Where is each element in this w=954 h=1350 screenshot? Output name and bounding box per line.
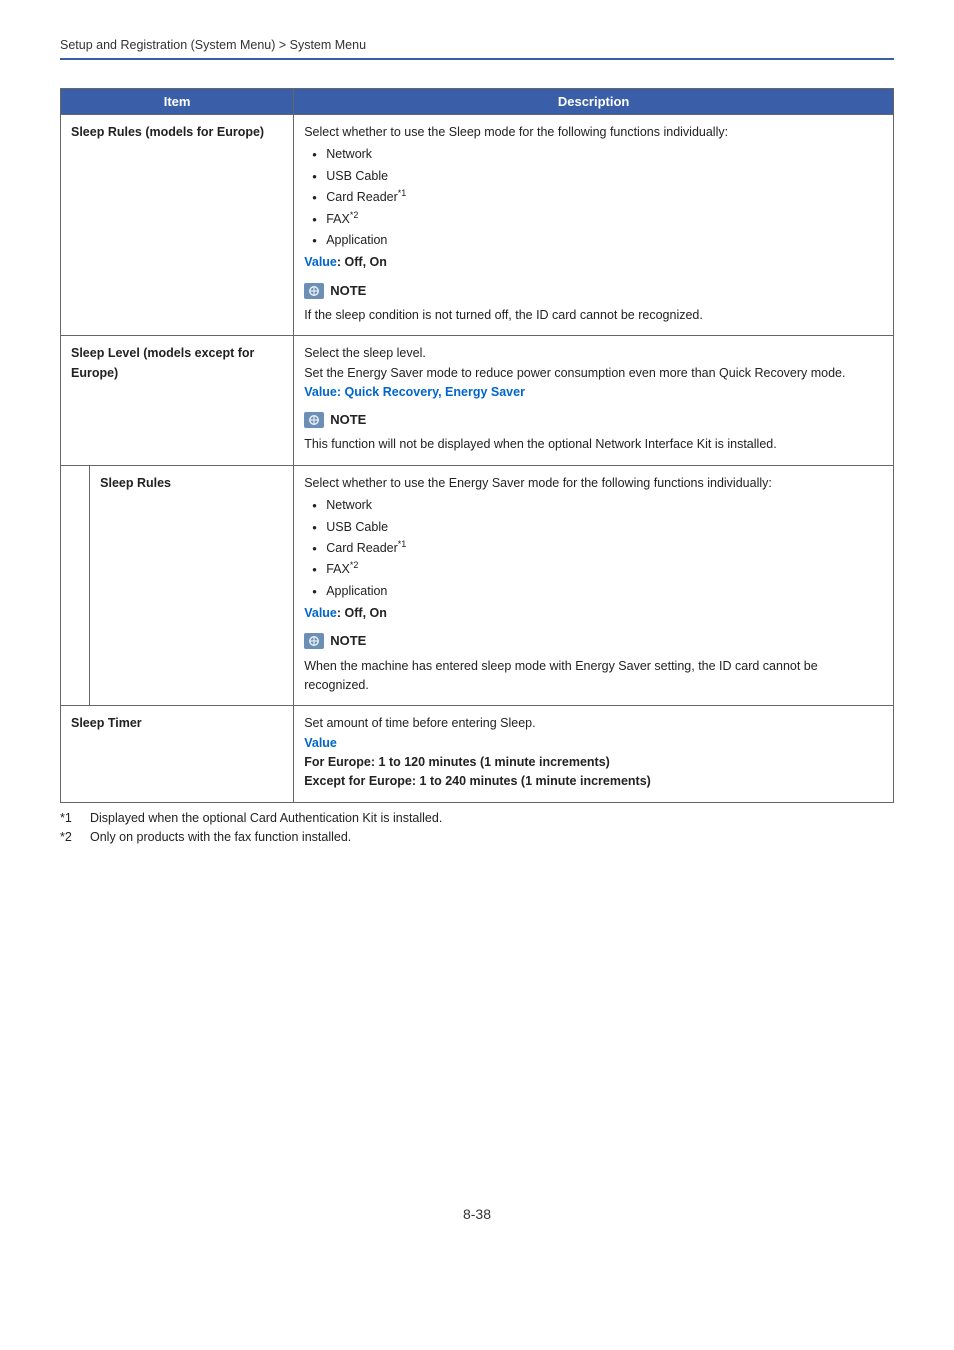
note-icon [304,412,324,428]
item-sleep-level: Sleep Level (models except for Europe) [61,336,294,466]
note-label: NOTE [330,281,366,301]
item-sleep-rules-sub: Sleep Rules [90,465,294,706]
item-sleep-rules-europe: Sleep Rules (models for Europe) [61,115,294,336]
value-line: Value: Off, On [304,604,883,623]
table-row: Sleep Rules Select whether to use the En… [61,465,894,706]
note-label: NOTE [330,631,366,651]
footnotes: *1 Displayed when the optional Card Auth… [60,809,894,847]
list-item: Card Reader*1 [310,539,883,558]
value-line: Value [304,734,883,753]
value-line: Value: Quick Recovery, Energy Saver [304,383,883,402]
text-line: Set the Energy Saver mode to reduce powe… [304,364,883,383]
note-heading: NOTE [304,410,883,430]
note-icon [304,283,324,299]
text-line: Select the sleep level. [304,344,883,363]
header-description: Description [294,89,894,115]
text-line: For Europe: 1 to 120 minutes (1 minute i… [304,753,883,772]
desc-sleep-rules-europe: Select whether to use the Sleep mode for… [294,115,894,336]
list-item: USB Cable [310,518,883,537]
breadcrumb: Setup and Registration (System Menu) > S… [60,38,894,52]
list-item: Card Reader*1 [310,188,883,207]
note-text: When the machine has entered sleep mode … [304,657,883,696]
page-container: Setup and Registration (System Menu) > S… [0,0,954,1262]
bullet-list: Network USB Cable Card Reader*1 FAX*2 Ap… [310,496,883,601]
list-item: Network [310,145,883,164]
page-number: 8-38 [60,1206,894,1222]
settings-table: Item Description Sleep Rules (models for… [60,88,894,803]
sub-indent-cell [61,465,90,706]
note-heading: NOTE [304,631,883,651]
table-row: Sleep Timer Set amount of time before en… [61,706,894,803]
value-line: Value: Off, On [304,253,883,272]
note-heading: NOTE [304,281,883,301]
footnote-row: *2 Only on products with the fax functio… [60,828,894,847]
bullet-list: Network USB Cable Card Reader*1 FAX*2 Ap… [310,145,883,250]
item-sleep-timer: Sleep Timer [61,706,294,803]
desc-sleep-level: Select the sleep level. Set the Energy S… [294,336,894,466]
note-text: This function will not be displayed when… [304,435,883,454]
footnote-text: Displayed when the optional Card Authent… [90,809,442,828]
header-item: Item [61,89,294,115]
table-row: Sleep Rules (models for Europe) Select w… [61,115,894,336]
intro-text: Select whether to use the Energy Saver m… [304,474,883,493]
table-header-row: Item Description [61,89,894,115]
footnote-mark: *1 [60,809,80,828]
text-line: Set amount of time before entering Sleep… [304,714,883,733]
list-item: Application [310,582,883,601]
list-item: FAX*2 [310,210,883,229]
list-item: FAX*2 [310,560,883,579]
list-item: Application [310,231,883,250]
footnote-row: *1 Displayed when the optional Card Auth… [60,809,894,828]
footnote-text: Only on products with the fax function i… [90,828,351,847]
list-item: USB Cable [310,167,883,186]
desc-sleep-timer: Set amount of time before entering Sleep… [294,706,894,803]
header-rule [60,58,894,60]
desc-sleep-rules-sub: Select whether to use the Energy Saver m… [294,465,894,706]
intro-text: Select whether to use the Sleep mode for… [304,123,883,142]
text-line: Except for Europe: 1 to 240 minutes (1 m… [304,772,883,791]
footnote-mark: *2 [60,828,80,847]
note-label: NOTE [330,410,366,430]
note-text: If the sleep condition is not turned off… [304,306,883,325]
note-icon [304,633,324,649]
table-row: Sleep Level (models except for Europe) S… [61,336,894,466]
list-item: Network [310,496,883,515]
